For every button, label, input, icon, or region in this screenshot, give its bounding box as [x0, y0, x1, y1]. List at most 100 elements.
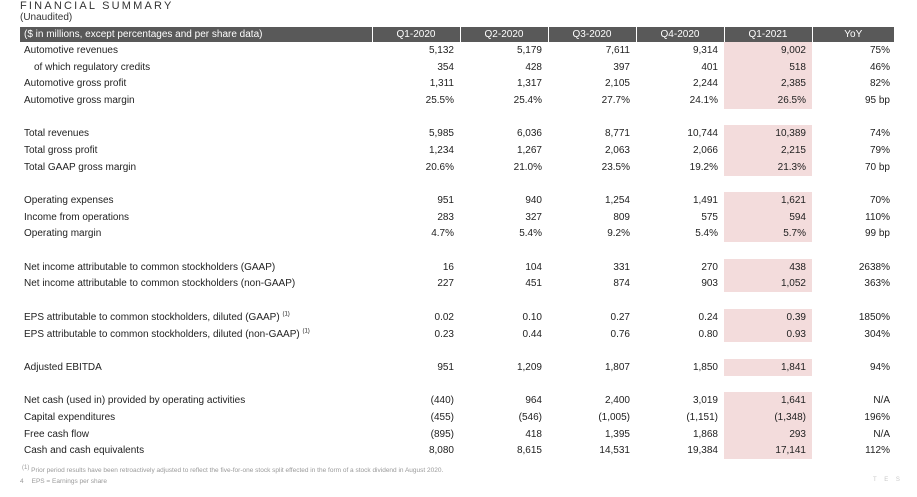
value-cell: 327 [525, 211, 542, 223]
footnote-marker: (1) [22, 464, 30, 471]
highlighted-value-cell: 1,052 [724, 275, 812, 293]
table-row: Adjusted EBITDA 951 1,209 1,807 1,850 1,841 94… [20, 359, 894, 376]
value-cell: 0.23 [434, 328, 454, 340]
page-subtitle: (Unaudited) [20, 12, 73, 23]
row-label-text: Adjusted EBITDA [24, 361, 102, 373]
table-row: Net income attributable to common stockh… [20, 258, 894, 276]
highlighted-value-cell: 518 [724, 58, 812, 76]
table-row: EPS attributable to common stockholders,… [20, 325, 894, 343]
row-label: EPS attributable to common stockholders,… [20, 309, 372, 326]
value-cell: 5,132 [428, 44, 454, 56]
row-label-text: Net income attributable to common stockh… [24, 278, 296, 290]
value-cell: 227 [437, 278, 454, 290]
value-cell: 8,771 [604, 128, 630, 140]
value-cell: (895) [430, 428, 454, 440]
highlighted-value-cell: 10,389 [724, 125, 812, 143]
value-cell: 0.80 [698, 328, 718, 340]
value-cell: 0.44 [522, 328, 542, 340]
yoy-cell: 75% [869, 44, 890, 56]
spacer-cell [20, 176, 894, 193]
value-cell: 0.24 [698, 311, 718, 323]
value-cell: 25.5% [425, 94, 454, 106]
value-cell: 1,868 [692, 428, 718, 440]
table-row: of which regulatory credits 354 428 397 401 5… [20, 58, 894, 76]
value-cell: 964 [525, 395, 542, 407]
value-cell: 951 [437, 195, 454, 207]
value-cell: 20.6% [425, 161, 454, 173]
highlighted-value-cell: (1,348) [724, 409, 812, 426]
highlighted-value-cell: 2,215 [724, 142, 812, 159]
spacer-row [20, 176, 894, 193]
value-cell: 19,384 [687, 445, 718, 457]
value-cell: 283 [437, 211, 454, 223]
value-cell: 21.0% [513, 161, 542, 173]
row-label-text: of which regulatory credits [34, 61, 151, 73]
value-cell: 270 [701, 261, 718, 273]
row-label: Operating expenses [20, 192, 372, 209]
value-cell: 1,267 [516, 144, 542, 156]
value-cell: 1,807 [604, 361, 630, 373]
value-cell: 575 [701, 211, 718, 223]
yoy-cell: 94% [869, 361, 890, 373]
row-label-text: Automotive gross margin [24, 94, 135, 106]
yoy-cell: 363% [864, 278, 890, 290]
header-period-cell: Q4-2020 [635, 27, 724, 42]
highlighted-value-cell: 26.5% [724, 92, 812, 109]
value-cell: 331 [613, 261, 630, 273]
highlighted-value-cell: 2,385 [724, 75, 812, 93]
value-cell: 6,036 [516, 128, 542, 140]
row-label-text: Total revenues [24, 128, 90, 140]
spacer-row [20, 342, 894, 359]
row-label: Capital expenditures [20, 409, 372, 426]
value-cell: 23.5% [601, 161, 630, 173]
row-label-text: Income from operations [24, 211, 130, 223]
value-cell: 940 [525, 195, 542, 207]
yoy-cell: 70 bp [864, 161, 890, 173]
spacer-cell [20, 242, 894, 259]
row-label: EPS attributable to common stockholders,… [20, 326, 372, 343]
row-label-text: Total GAAP gross margin [24, 161, 137, 173]
highlighted-value-cell: 1,641 [724, 392, 812, 410]
table-row: Cash and cash equivalents 8,080 8,615 14,53… [20, 442, 894, 460]
table-row: Total gross profit 1,234 1,267 2,063 2,066 2,… [20, 142, 894, 159]
value-cell: 1,395 [604, 428, 630, 440]
yoy-cell: 110% [865, 211, 890, 223]
value-cell: 1,317 [516, 78, 542, 90]
footnote-text: EPS = Earnings per share [31, 478, 107, 485]
value-cell: 451 [525, 278, 542, 290]
row-label-text: Total gross profit [24, 144, 98, 156]
table-row: Automotive revenues 5,132 5,179 7,611 9,314 9… [20, 42, 894, 59]
spacer-cell [20, 109, 894, 126]
yoy-cell: 2638% [858, 261, 890, 273]
row-label-text: Net cash (used in) provided by operating… [24, 395, 246, 407]
value-cell: 354 [437, 61, 454, 73]
header-label-cell: ($ in millions, except percentages and p… [20, 27, 372, 42]
page-number: 4 [20, 478, 24, 485]
value-cell: 0.27 [610, 311, 630, 323]
table-row: EPS attributable to common stockholders,… [20, 309, 894, 326]
highlighted-value-cell: 9,002 [724, 42, 812, 59]
row-label: Cash and cash equivalents [20, 443, 372, 460]
value-cell: 16 [442, 261, 454, 273]
spacer-cell [20, 342, 894, 359]
footnote-eps: 4 EPS = Earnings per share [20, 478, 107, 485]
row-label-text: Capital expenditures [24, 411, 116, 423]
row-label: Operating margin [20, 226, 372, 243]
header-period-cell: Q1-2021 [723, 27, 812, 42]
table-body: Automotive revenues 5,132 5,179 7,611 9,314 9… [20, 42, 894, 460]
value-cell: (1,151) [686, 411, 718, 423]
value-cell: (455) [430, 411, 454, 423]
row-label-text: EPS attributable to common stockholders,… [24, 311, 283, 323]
value-cell: 2,400 [604, 395, 630, 407]
value-cell: 0.10 [522, 311, 542, 323]
value-cell: 0.02 [434, 311, 454, 323]
value-cell: 809 [613, 211, 630, 223]
table-row: Automotive gross margin 25.5% 25.4% 27.7% 24… [20, 92, 894, 109]
yoy-cell: 79% [869, 144, 890, 156]
yoy-cell: 46% [869, 61, 890, 73]
table-row: Income from operations 283 327 809 575 594 110… [20, 208, 894, 226]
row-label: Adjusted EBITDA [20, 359, 372, 376]
value-cell: 903 [701, 278, 718, 290]
financial-summary-table: ($ in millions, except percentages and p… [20, 27, 894, 460]
yoy-cell: 95 bp [864, 94, 890, 106]
